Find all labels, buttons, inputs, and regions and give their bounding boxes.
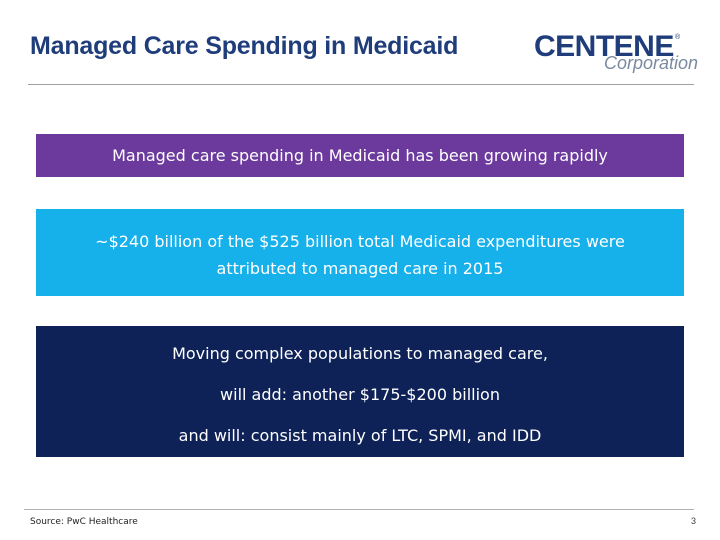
footer-divider <box>24 509 694 510</box>
page-number: 3 <box>690 516 696 526</box>
stat-line-2: attributed to managed care in 2015 <box>216 259 504 278</box>
centene-logo: CENTENE ® Corporation <box>534 32 700 74</box>
outlook-line-1: Moving complex populations to managed ca… <box>172 344 548 363</box>
headline-text: Managed care spending in Medicaid has be… <box>112 146 608 165</box>
logo-registered-mark: ® <box>675 34 681 41</box>
stat-line-1: ~$240 billion of the $525 billion total … <box>95 232 625 251</box>
logo-wordmark: CENTENE <box>534 30 674 63</box>
outlook-line-2: will add: another $175-$200 billion <box>220 385 500 404</box>
logo-subtitle: Corporation <box>604 53 699 73</box>
slide-title: Managed Care Spending in Medicaid <box>30 32 459 60</box>
stat-box: ~$240 billion of the $525 billion total … <box>36 209 684 296</box>
outlook-box: Moving complex populations to managed ca… <box>36 326 684 457</box>
outlook-line-3: and will: consist mainly of LTC, SPMI, a… <box>178 426 542 445</box>
title-divider <box>28 84 694 85</box>
headline-box: Managed care spending in Medicaid has be… <box>36 134 684 177</box>
source-note: Source: PwC Healthcare <box>30 517 138 527</box>
